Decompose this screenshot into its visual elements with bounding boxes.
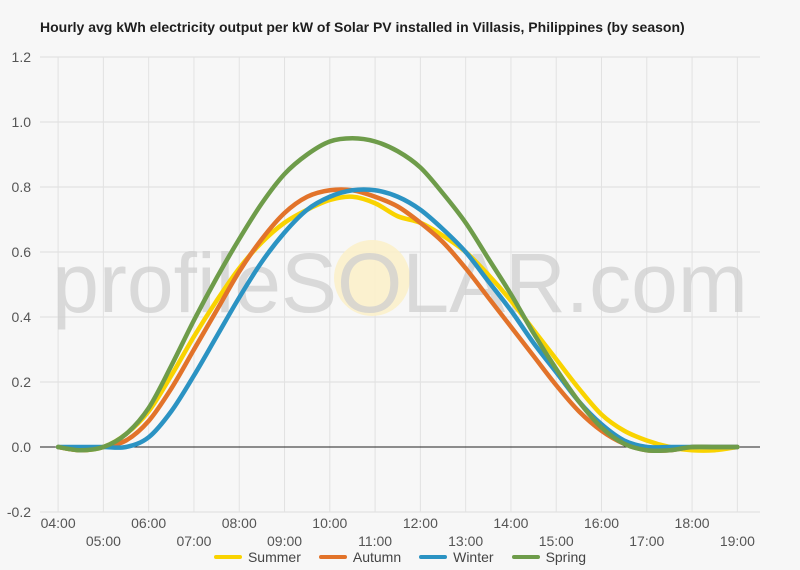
legend-swatch bbox=[419, 555, 448, 559]
x-tick-label: 04:00 bbox=[41, 515, 76, 531]
x-tick-label: 15:00 bbox=[539, 533, 574, 549]
watermark: profileSOLAR.com bbox=[52, 236, 748, 330]
series-lines bbox=[55, 136, 740, 454]
x-tick-label: 18:00 bbox=[675, 515, 710, 531]
y-tick-label: 1.0 bbox=[12, 114, 32, 130]
y-tick-label: 0.0 bbox=[12, 439, 32, 455]
legend-item-spring: Spring bbox=[511, 549, 587, 565]
legend-item-summer: Summer bbox=[213, 549, 301, 565]
tick-labels: 1.2 1.0 0.8 0.6 0.4 0.2 0.0 -0.2 04:00 06:00 08:00… bbox=[7, 49, 755, 549]
y-tick-label: 0.2 bbox=[12, 374, 32, 390]
legend-label: Autumn bbox=[352, 549, 402, 565]
x-tick-label: 12:00 bbox=[403, 515, 438, 531]
x-tick-label: 09:00 bbox=[267, 533, 302, 549]
x-tick-label: 11:00 bbox=[358, 533, 392, 549]
series-line-winter bbox=[55, 187, 740, 450]
legend: Summer Autumn Winter Spring bbox=[0, 549, 800, 565]
y-tick-label: 0.8 bbox=[12, 179, 32, 195]
x-tick-label: 06:00 bbox=[131, 515, 166, 531]
x-tick-label: 16:00 bbox=[584, 515, 619, 531]
y-tick-label: -0.2 bbox=[7, 504, 31, 520]
x-tick-label: 05:00 bbox=[86, 533, 121, 549]
legend-label: Summer bbox=[247, 549, 301, 565]
x-tick-label: 08:00 bbox=[222, 515, 257, 531]
grid-lines bbox=[40, 56, 760, 513]
x-tick-label: 17:00 bbox=[629, 533, 664, 549]
svg-text:profileSOLAR.com: profileSOLAR.com bbox=[52, 236, 748, 330]
chart-title: Hourly avg kWh electricity output per kW… bbox=[40, 19, 685, 35]
x-tick-label: 19:00 bbox=[720, 533, 755, 549]
legend-label: Winter bbox=[453, 549, 494, 565]
legend-item-winter: Winter bbox=[419, 549, 494, 565]
x-tick-label: 10:00 bbox=[312, 515, 347, 531]
legend-swatch bbox=[318, 555, 347, 559]
series-line-spring bbox=[55, 136, 740, 454]
x-tick-label: 07:00 bbox=[176, 533, 211, 549]
series-line-summer bbox=[55, 194, 740, 453]
legend-label: Spring bbox=[545, 549, 587, 565]
y-tick-label: 0.6 bbox=[12, 244, 32, 260]
y-tick-label: 1.2 bbox=[12, 49, 32, 65]
y-tick-label: 0.4 bbox=[12, 309, 32, 325]
legend-swatch bbox=[511, 555, 540, 559]
x-tick-label: 13:00 bbox=[448, 533, 483, 549]
legend-swatch bbox=[213, 555, 242, 559]
x-tick-label: 14:00 bbox=[493, 515, 528, 531]
legend-item-autumn: Autumn bbox=[318, 549, 402, 565]
